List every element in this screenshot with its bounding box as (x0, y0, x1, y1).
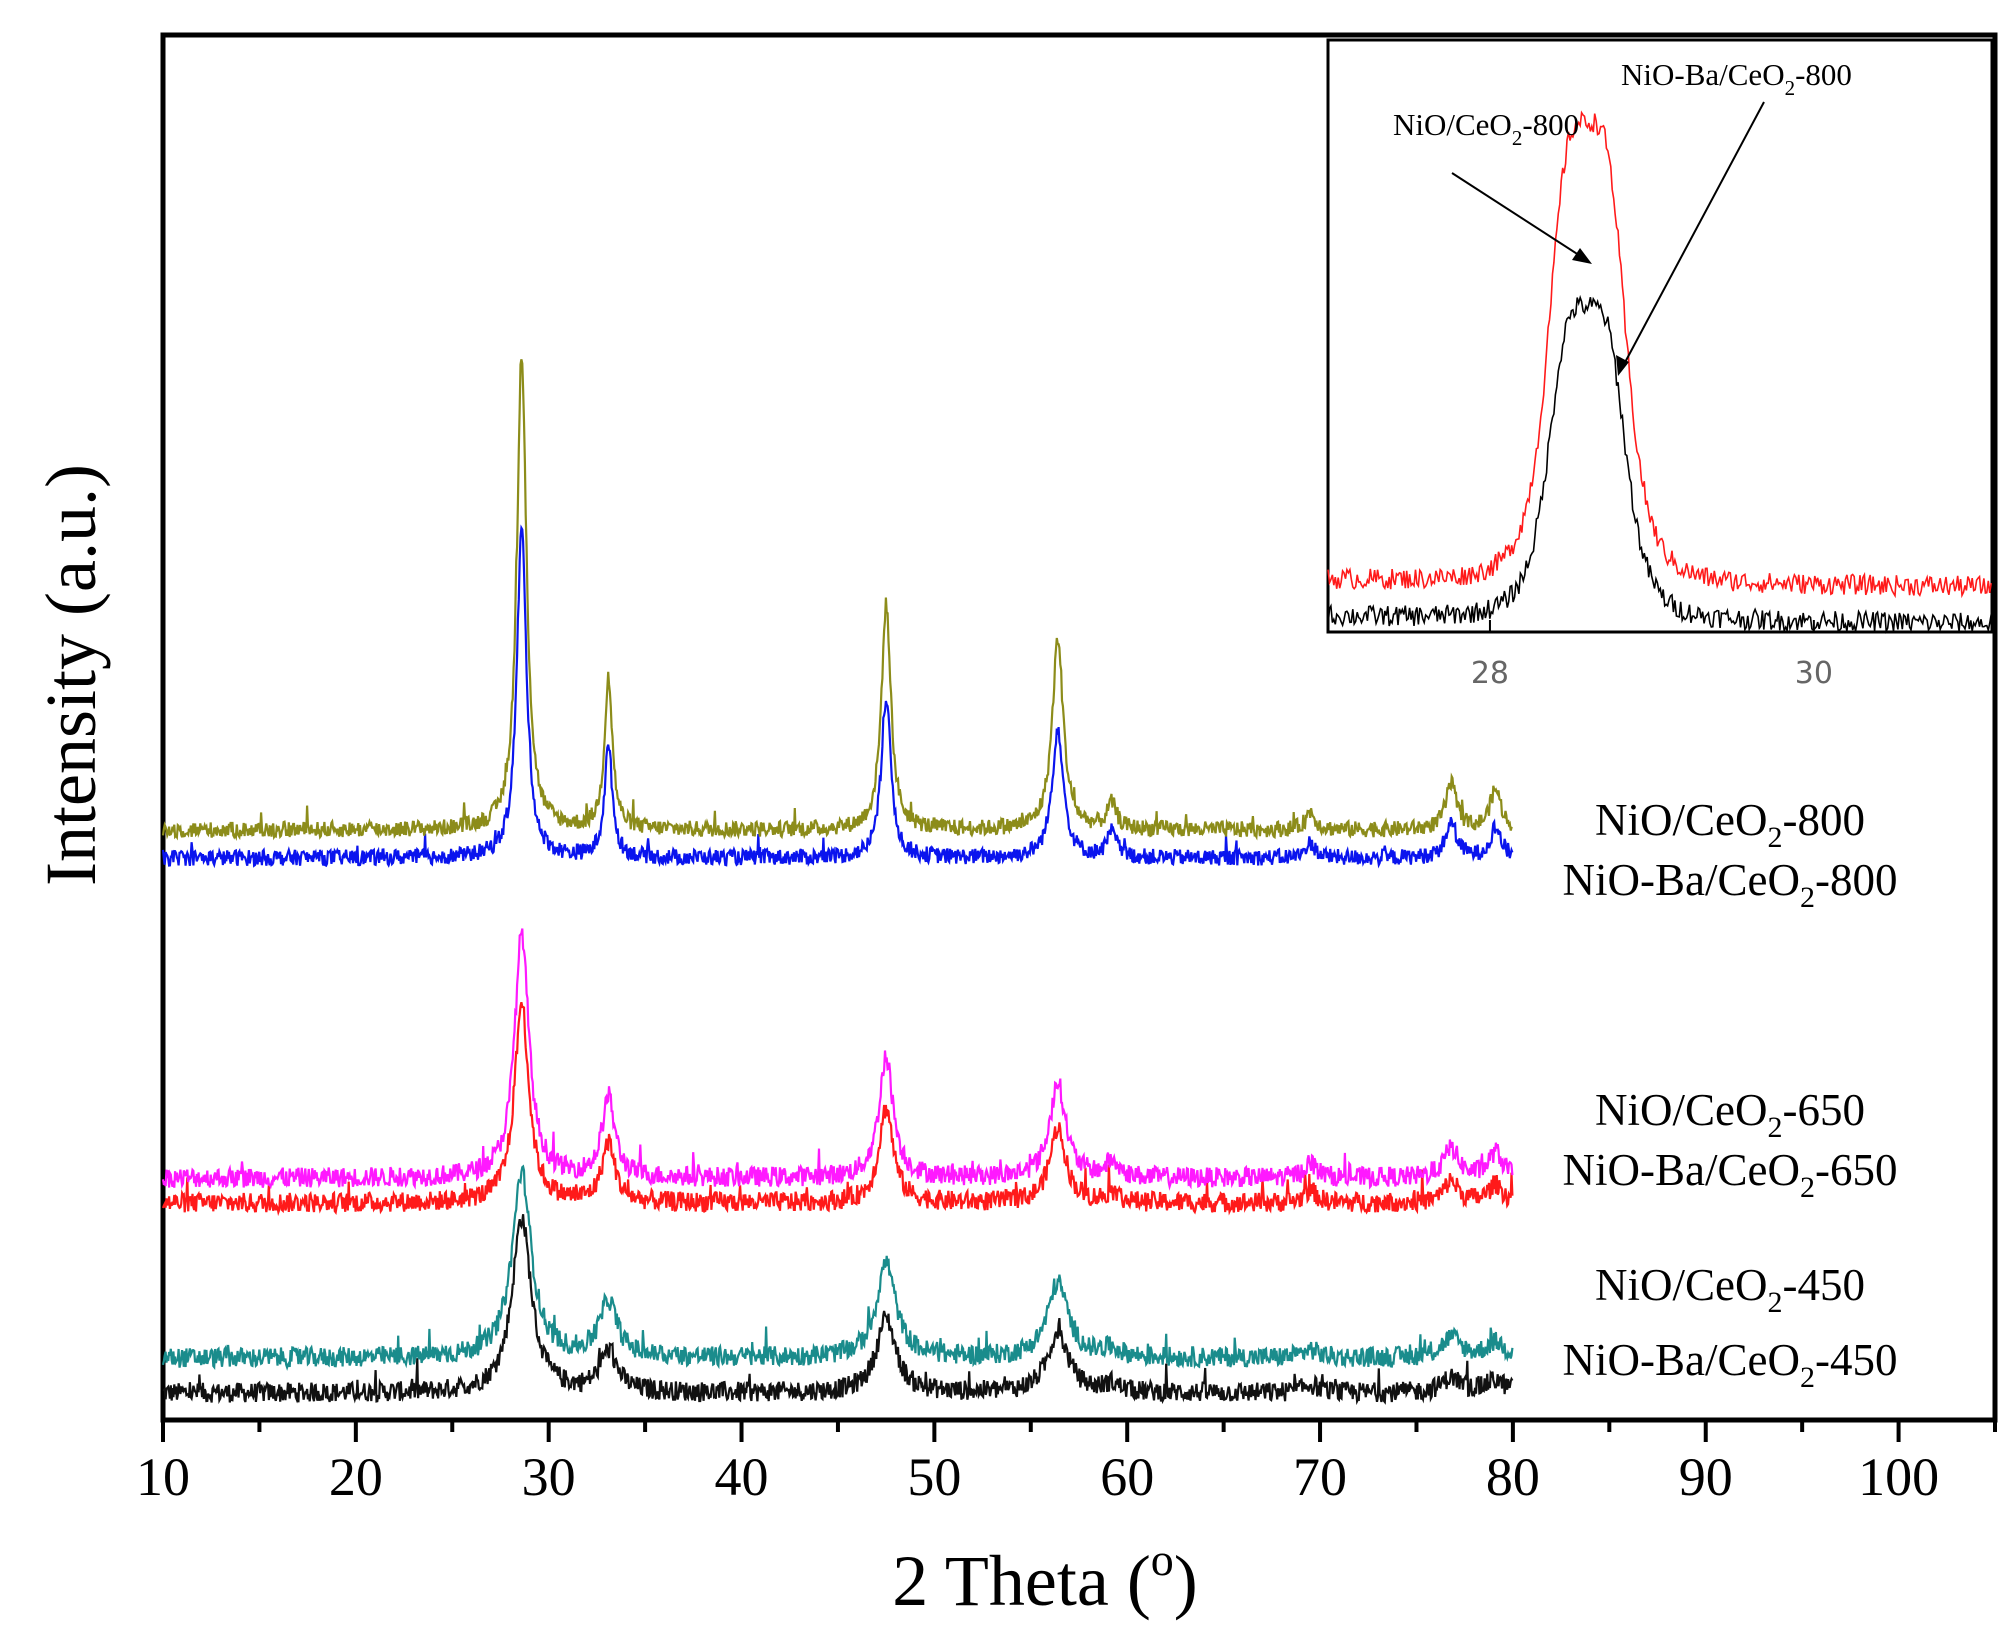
inset-series-group (1327, 110, 1992, 634)
y-axis-title: Intensity (a.u.) (31, 464, 111, 886)
series-line (161, 1164, 1514, 1371)
x-tick-label: 30 (522, 1447, 576, 1507)
x-tick-label: 80 (1486, 1447, 1540, 1507)
series-label: NiO-Ba/CeO2-800 (1563, 855, 1898, 914)
x-tick-label: 70 (1293, 1447, 1347, 1507)
series-line (161, 1001, 1514, 1217)
series-line (161, 928, 1514, 1191)
series-line (161, 359, 1513, 841)
inset-chart: 28 30 NiO/CeO2-800 NiO-Ba/CeO2-800 (1326, 38, 1994, 691)
series-label: NiO/CeO2-450 (1595, 1260, 1865, 1319)
series-label: NiO-Ba/CeO2-650 (1563, 1145, 1898, 1204)
x-tick-label: 50 (907, 1447, 961, 1507)
series-line (161, 524, 1514, 869)
x-tick-label: 10 (136, 1447, 190, 1507)
series-label: NiO/CeO2-800 (1595, 795, 1865, 854)
series-group (161, 359, 1514, 1406)
series-line (162, 1214, 1514, 1406)
inset-x-tick-label: 30 (1795, 656, 1833, 691)
x-tick-label: 100 (1858, 1447, 1939, 1507)
x-axis-title: 2 Theta (o) (892, 1534, 1198, 1621)
x-ticks: 10 20 30 40 50 60 70 80 90 100 (136, 1420, 1997, 1507)
series-label: NiO/CeO2-650 (1595, 1085, 1865, 1144)
x-tick-label: 90 (1679, 1447, 1733, 1507)
x-tick-label: 20 (329, 1447, 383, 1507)
inset-x-tick-label: 28 (1471, 656, 1509, 691)
inset-annotation: NiO/CeO2-800 (1393, 107, 1579, 150)
inset-arrow (1621, 101, 1765, 369)
x-tick-label: 40 (715, 1447, 769, 1507)
inset-x-ticks: 28 30 (1471, 620, 1833, 691)
x-tick-label: 60 (1100, 1447, 1154, 1507)
series-labels: NiO/CeO2-800 NiO-Ba/CeO2-800 NiO/CeO2-65… (1563, 795, 1898, 1394)
inset-series-line (1327, 110, 1992, 599)
inset-arrowhead (1616, 355, 1629, 376)
inset-annotation: NiO-Ba/CeO2-800 (1621, 57, 1852, 100)
series-label: NiO-Ba/CeO2-450 (1563, 1335, 1898, 1394)
inset-series-line (1327, 294, 1992, 634)
inset-arrowhead (1572, 248, 1592, 264)
inset-frame (1326, 38, 1994, 634)
inset-arrow (1451, 172, 1586, 260)
plot-frame (160, 32, 1998, 1423)
